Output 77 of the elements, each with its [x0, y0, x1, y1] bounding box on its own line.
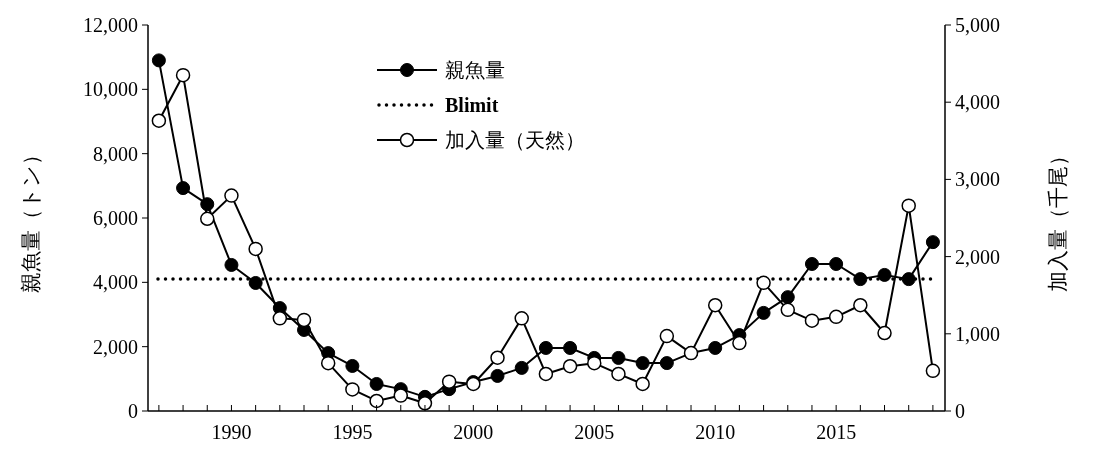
point: [151, 113, 167, 128]
y2-tick-label: 5,000: [955, 14, 1000, 36]
x-tick-label: 2000: [453, 421, 494, 443]
point: [804, 313, 820, 328]
legend-label: Blimit: [445, 94, 499, 116]
point: [272, 311, 288, 326]
point: [659, 356, 674, 371]
point: [804, 257, 819, 271]
point: [611, 350, 626, 365]
y-tick-label: 12,000: [83, 14, 138, 36]
point: [780, 290, 795, 305]
point: [393, 388, 409, 403]
y-tick-label: 4,000: [93, 271, 138, 294]
x-tick-label: 2005: [574, 421, 615, 443]
point: [853, 272, 868, 287]
point: [901, 198, 916, 213]
point: [925, 235, 940, 250]
point: [175, 67, 191, 83]
x-tick-label: 1990: [211, 421, 252, 443]
point: [611, 366, 626, 382]
point: [224, 257, 239, 272]
point: [538, 366, 554, 382]
y2-tick-label: 1,000: [955, 322, 1000, 345]
y2-tick-label: 4,000: [955, 91, 1000, 114]
point: [877, 267, 892, 282]
point: [780, 302, 796, 318]
y-tick-label: 10,000: [83, 78, 138, 101]
y2-axis-title: 加入量（千尾）: [1046, 144, 1070, 292]
x-tick-label: 2010: [695, 421, 736, 443]
point: [514, 311, 529, 326]
point: [925, 363, 941, 379]
point: [441, 374, 457, 389]
point: [853, 297, 868, 313]
point: [320, 355, 336, 371]
point: [490, 350, 505, 365]
point: [345, 382, 360, 397]
point: [659, 328, 675, 344]
point: [635, 376, 650, 392]
legend-label: 加入量（天然）: [445, 129, 585, 151]
x-tick-label: 1995: [332, 421, 373, 443]
point: [248, 275, 263, 290]
point: [151, 53, 166, 68]
y-tick-label: 8,000: [93, 142, 138, 165]
point: [829, 257, 844, 271]
point: [877, 325, 892, 341]
y-tick-label: 0: [128, 400, 138, 422]
y-tick-label: 2,000: [93, 335, 138, 358]
point: [200, 211, 215, 227]
point: [417, 396, 433, 411]
point: [901, 272, 916, 287]
point: [490, 368, 505, 383]
point: [587, 355, 602, 371]
point: [562, 358, 578, 374]
legend-label: 親魚量: [445, 59, 505, 81]
point: [756, 275, 771, 291]
point: [635, 356, 650, 371]
point: [176, 181, 191, 196]
point: [248, 241, 263, 257]
point: [828, 309, 844, 325]
y2-tick-label: 3,000: [955, 168, 1000, 191]
point: [707, 297, 723, 313]
y2-tick-label: 2,000: [955, 245, 1000, 268]
point: [708, 340, 723, 355]
point: [369, 393, 384, 409]
x-tick-label: 2015: [816, 421, 857, 443]
point: [756, 305, 771, 320]
point: [345, 358, 360, 373]
point: [514, 360, 529, 375]
point: [224, 188, 239, 203]
y-axis-title: 親魚量（トン）: [19, 143, 43, 293]
point: [369, 376, 384, 391]
point: [538, 340, 553, 355]
y2-tick-label: 0: [955, 400, 965, 422]
point: [296, 312, 312, 328]
y-tick-label: 6,000: [93, 207, 138, 229]
point: [732, 335, 747, 351]
point: [563, 340, 578, 355]
